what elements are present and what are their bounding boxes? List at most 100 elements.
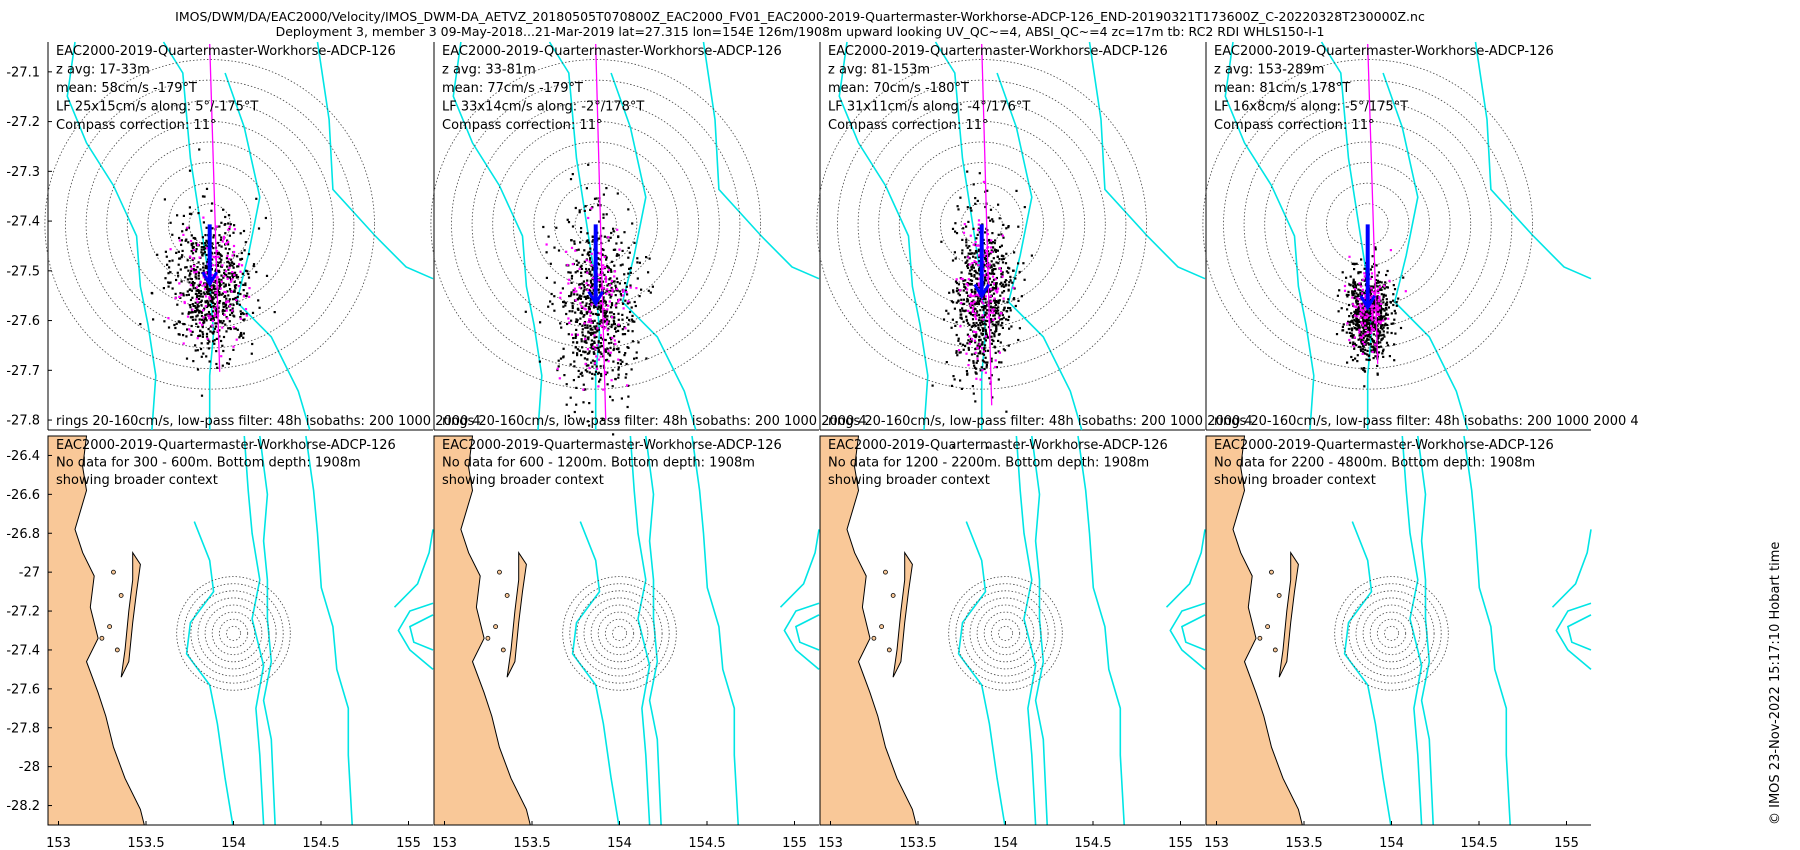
- velocity-point: [600, 374, 603, 378]
- isobath-line: [779, 529, 820, 608]
- land-area: [47, 435, 145, 826]
- velocity-point: [251, 342, 254, 346]
- velocity-point: [231, 261, 234, 264]
- velocity-point: [547, 235, 550, 238]
- velocity-point: [252, 263, 256, 266]
- velocity-point: [606, 383, 609, 386]
- velocity-point: [598, 291, 601, 294]
- velocity-point: [232, 290, 235, 293]
- velocity-point: [604, 373, 607, 376]
- velocity-point: [588, 352, 591, 355]
- velocity-point: [1381, 328, 1384, 331]
- velocity-point: [996, 255, 999, 258]
- velocity-point: [233, 315, 236, 318]
- velocity-point: [1355, 262, 1358, 265]
- velocity-point: [612, 290, 615, 293]
- velocity-point: [994, 239, 997, 242]
- velocity-point: [993, 306, 997, 309]
- velocity-point: [1357, 345, 1360, 348]
- velocity-point: [1362, 368, 1365, 371]
- velocity-point: [239, 281, 242, 284]
- velocity-point: [221, 292, 224, 295]
- velocity-point: [207, 290, 210, 293]
- velocity-point: [580, 312, 583, 315]
- velocity-point: [970, 268, 973, 271]
- velocity-point: [587, 241, 590, 244]
- velocity-point: [173, 323, 176, 327]
- velocity-point: [200, 314, 204, 318]
- velocity-point: [210, 297, 214, 300]
- velocity-point: [197, 261, 200, 264]
- velocity-point: [972, 334, 975, 337]
- velocity-point: [190, 311, 193, 314]
- velocity-point: [591, 377, 594, 380]
- velocity-point: [609, 268, 612, 271]
- velocity-point: [587, 338, 590, 341]
- velocity-point: [1383, 309, 1386, 312]
- velocity-point: [219, 320, 222, 323]
- velocity-point: [1345, 331, 1348, 334]
- velocity-point: [603, 319, 606, 322]
- velocity-point: [589, 257, 592, 260]
- velocity-point: [950, 384, 954, 387]
- lowpass-point: [211, 324, 214, 327]
- small-island: [118, 593, 124, 598]
- velocity-point: [627, 272, 630, 275]
- velocity-point: [592, 238, 595, 242]
- velocity-point: [193, 305, 196, 308]
- velocity-point: [967, 220, 970, 223]
- velocity-point: [973, 275, 976, 278]
- velocity-point: [972, 266, 975, 269]
- velocity-point: [1380, 307, 1383, 311]
- lowpass-point: [216, 276, 219, 279]
- velocity-point: [1377, 281, 1380, 284]
- velocity-point: [614, 294, 617, 297]
- velocity-point: [197, 305, 200, 308]
- lowpass-point: [602, 286, 605, 289]
- context-ring: [204, 604, 263, 663]
- velocity-point: [237, 265, 240, 268]
- lowpass-point: [981, 314, 984, 317]
- velocity-point: [228, 248, 231, 251]
- velocity-point: [181, 312, 184, 315]
- lowpass-point: [575, 290, 578, 293]
- velocity-point: [960, 298, 963, 301]
- velocity-point: [201, 331, 204, 334]
- velocity-point: [1370, 349, 1373, 352]
- velocity-point: [1365, 358, 1368, 361]
- velocity-point: [1376, 328, 1379, 331]
- velocity-point: [233, 327, 236, 330]
- lowpass-point: [590, 303, 593, 306]
- velocity-point: [952, 375, 955, 378]
- velocity-point: [223, 269, 226, 272]
- velocity-point: [1385, 286, 1388, 289]
- current-panel-3: EAC2000-2019-Quartermaster-Workhorse-ADC…: [816, 41, 1253, 449]
- velocity-point: [1013, 251, 1016, 254]
- velocity-point: [963, 302, 966, 305]
- velocity-point: [1372, 285, 1375, 288]
- velocity-point: [1380, 315, 1383, 318]
- velocity-point: [577, 375, 580, 378]
- velocity-point: [192, 287, 195, 290]
- lowpass-point: [231, 278, 234, 281]
- velocity-point: [614, 284, 617, 287]
- velocity-point: [197, 335, 200, 338]
- velocity-point: [196, 349, 199, 352]
- velocity-point: [205, 335, 209, 338]
- velocity-point: [609, 346, 612, 350]
- velocity-point: [1385, 341, 1389, 344]
- velocity-point: [993, 335, 996, 338]
- velocity-point: [631, 330, 634, 333]
- velocity-point: [605, 213, 608, 216]
- velocity-point: [580, 371, 583, 374]
- velocity-point: [588, 424, 591, 427]
- velocity-point: [1363, 385, 1366, 388]
- land-area: [819, 435, 917, 826]
- velocity-point: [578, 323, 582, 326]
- velocity-point: [966, 246, 969, 249]
- lowpass-point: [994, 359, 997, 362]
- velocity-point: [973, 364, 976, 367]
- lowpass-point: [1365, 316, 1369, 319]
- velocity-point: [231, 274, 234, 277]
- lowpass-point: [204, 271, 207, 274]
